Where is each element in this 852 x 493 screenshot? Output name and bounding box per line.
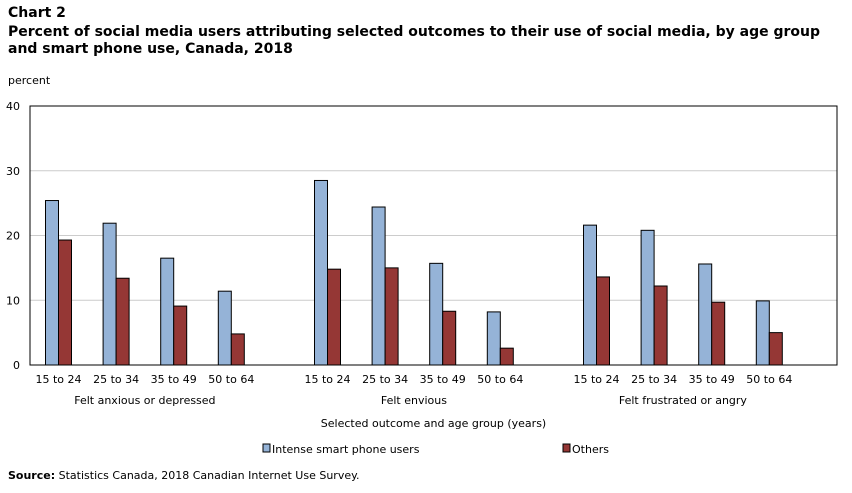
bar-intense-smart-phone-users [640,229,655,366]
group-label: Felt anxious or depressed [74,394,215,407]
bar-intense-smart-phone-users [755,300,770,366]
y-tick-label: 10 [6,294,20,307]
bar-others [173,305,188,366]
x-tick-label: 35 to 49 [689,373,735,386]
bar-others [384,267,399,366]
bar-intense-smart-phone-users [371,206,386,366]
bar-intense-smart-phone-users [486,311,501,366]
bar-others [442,310,457,366]
bar-intense-smart-phone-users [429,262,444,366]
bar-others [115,277,130,366]
y-axis-label: percent [8,74,51,87]
legend-others-swatch [562,443,571,453]
chart-label: Chart 2 [8,5,66,21]
source-text: Statistics Canada, 2018 Canadian Interne… [55,469,360,482]
x-tick-label: 25 to 34 [631,373,677,386]
bar-intense-smart-phone-users [217,290,232,366]
bar-others [596,276,610,366]
x-tick-label: 15 to 24 [573,373,619,386]
group-label: Felt frustrated or angry [619,394,748,407]
bar-intense-smart-phone-users [160,257,175,366]
legend-intense-smart-phone-users-label: Intense smart phone users [272,443,420,456]
x-tick-label: 25 to 34 [362,373,408,386]
bar-others [58,239,72,366]
bar-intense-smart-phone-users [698,263,713,366]
legend-intense-smart-phone-users-swatch [262,443,271,453]
bar-others [499,347,514,366]
y-tick-label: 20 [6,230,20,243]
chart-title: Percent of social media users attributin… [8,24,821,57]
bar-intense-smart-phone-users [45,200,59,366]
x-tick-label: 35 to 49 [151,373,197,386]
source-note: Source: Statistics Canada, 2018 Canadian… [8,469,360,482]
x-tick-label: 50 to 64 [208,373,254,386]
bar-others [327,268,341,366]
source-prefix: Source: [8,469,56,482]
y-tick-label: 30 [6,165,20,178]
y-tick-label: 40 [6,100,20,113]
x-tick-label: 15 to 24 [35,373,81,386]
bar-others [768,332,783,366]
x-tick-label: 50 to 64 [477,373,523,386]
x-tick-label: 35 to 49 [420,373,466,386]
y-tick-label: 0 [13,359,20,372]
bar-intense-smart-phone-users [314,179,328,366]
x-tick-label: 25 to 34 [93,373,139,386]
legend-others-label: Others [572,443,609,456]
group-label: Felt envious [381,394,447,407]
x-tick-label: 50 to 64 [746,373,792,386]
bar-intense-smart-phone-users [102,222,117,366]
bar-intense-smart-phone-users [583,224,597,366]
bar-others [230,333,245,366]
x-tick-label: 15 to 24 [304,373,350,386]
bar-others [711,301,726,366]
bar-others [653,285,668,366]
x-axis-title: Selected outcome and age group (years) [321,417,546,430]
